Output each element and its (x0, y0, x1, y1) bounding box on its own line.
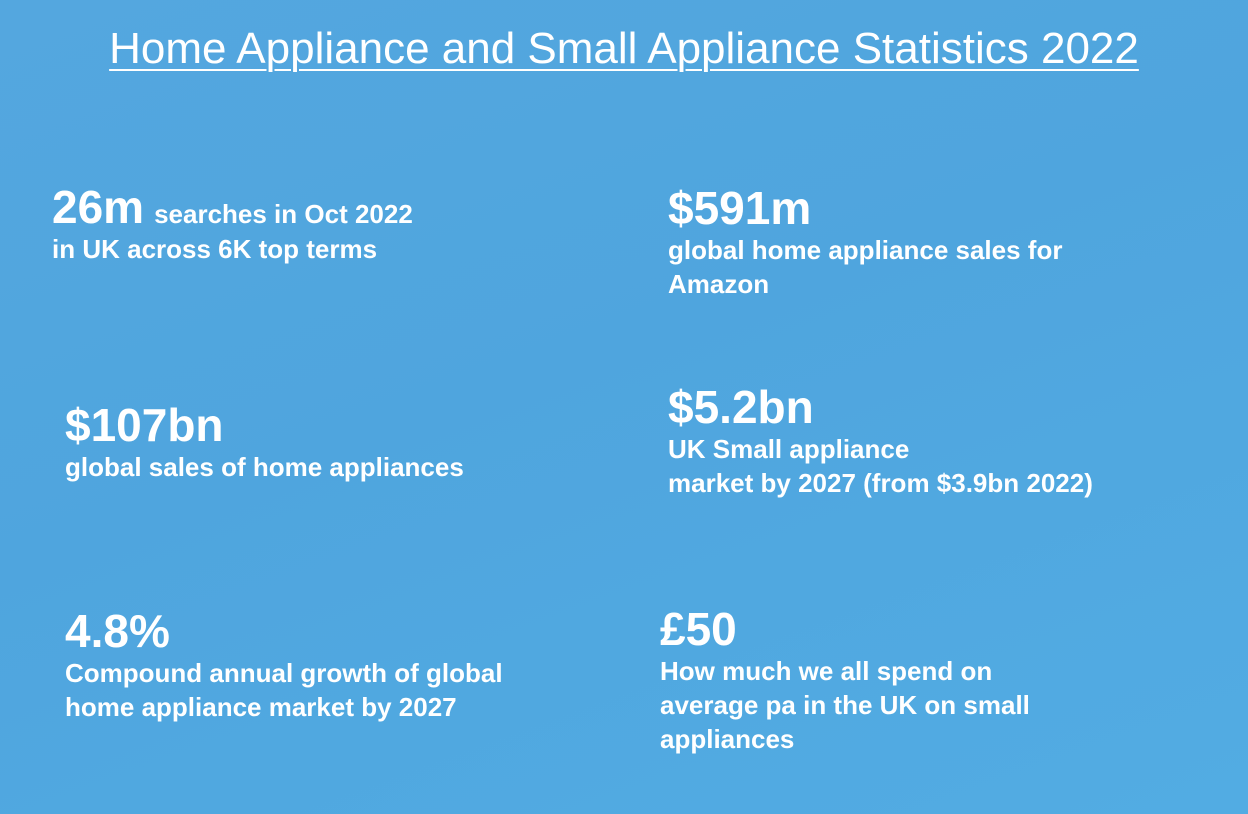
stat-description: global sales of home appliances (65, 452, 464, 482)
stat-compound-growth: 4.8% Compound annual growth of global ho… (65, 606, 605, 724)
stat-uk-small-appliance-market: $5.2bn UK Small appliance market by 2027… (668, 382, 1208, 500)
stat-description: in UK across 6K top terms (52, 234, 378, 264)
stat-description: average pa in the UK on small (660, 690, 1030, 720)
stat-description: home appliance market by 2027 (65, 692, 457, 722)
stat-description: Amazon (668, 269, 770, 299)
stat-amazon-sales: $591m global home appliance sales for Am… (668, 183, 1208, 301)
stat-value: £50 (660, 603, 737, 655)
stat-uk-average-spend: £50 How much we all spend on average pa … (660, 604, 1200, 756)
stat-description: appliances (660, 724, 795, 754)
stat-value: $5.2bn (668, 381, 814, 433)
stat-value: 26m (52, 181, 145, 233)
stat-value: $591m (668, 182, 812, 234)
stat-value: 4.8% (65, 605, 170, 657)
stat-description: global home appliance sales for (668, 235, 1063, 265)
stat-value: $107bn (65, 399, 224, 451)
stat-description: How much we all spend on (660, 656, 993, 686)
page-title: Home Appliance and Small Appliance Stati… (109, 24, 1139, 73)
stat-global-sales: $107bn global sales of home appliances (65, 400, 605, 484)
stat-description: Compound annual growth of global (65, 658, 503, 688)
stat-description: market by 2027 (from $3.9bn 2022) (668, 468, 1093, 498)
stat-description: UK Small appliance (668, 434, 910, 464)
stat-uk-searches: 26m searches in Oct 2022 in UK across 6K … (52, 182, 612, 266)
stat-description-inline: searches in Oct 2022 (154, 199, 413, 229)
